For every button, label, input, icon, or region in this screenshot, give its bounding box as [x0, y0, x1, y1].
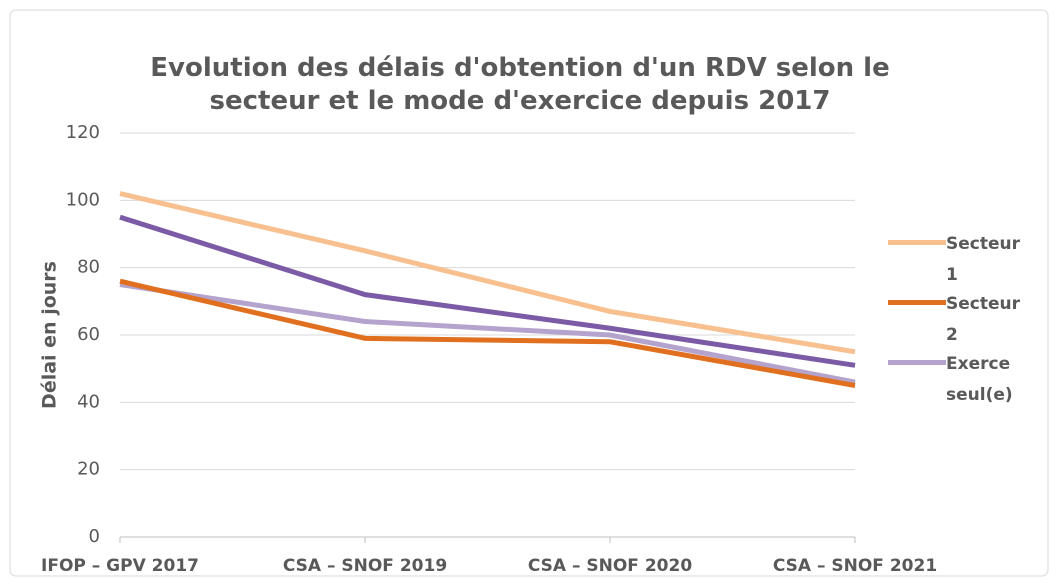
- x-tick-label: IFOP – GPV 2017: [41, 556, 199, 576]
- x-tick-label: CSA – SNOF 2021: [773, 556, 937, 576]
- legend-item: Secteur 2: [888, 286, 1058, 346]
- x-tick-label: CSA – SNOF 2019: [283, 556, 447, 576]
- y-tick-label: 40: [77, 391, 100, 412]
- legend-label: Secteur 2: [946, 294, 1020, 345]
- y-tick-label: 20: [77, 459, 100, 480]
- legend-item: Exerce seul(e): [888, 346, 1058, 406]
- legend-swatch: [888, 300, 946, 305]
- legend-swatch: [888, 360, 946, 365]
- y-tick-label: 80: [77, 257, 100, 278]
- y-axis-label: Délai en jours: [39, 261, 61, 409]
- y-tick-label: 60: [77, 324, 100, 345]
- legend-item: Secteur 1: [888, 226, 1058, 286]
- legend-swatch: [888, 240, 946, 245]
- legend: Secteur 1 Exerce seul(e) Secteur 2: [888, 226, 1058, 406]
- series-line: [119, 214, 856, 368]
- y-tick-label: 0: [89, 526, 100, 547]
- series-line: [119, 278, 856, 388]
- x-tick-label: CSA – SNOF 2020: [528, 556, 692, 576]
- legend-label: Exerce seul(e): [946, 354, 1013, 405]
- series-line: [119, 282, 856, 385]
- legend-label: Secteur 1: [946, 234, 1020, 285]
- series-line: [119, 191, 856, 355]
- y-tick-label: 120: [66, 122, 100, 143]
- chart-title: Evolution des délais d'obtention d'un RD…: [150, 53, 890, 116]
- y-tick-label: 100: [66, 189, 100, 210]
